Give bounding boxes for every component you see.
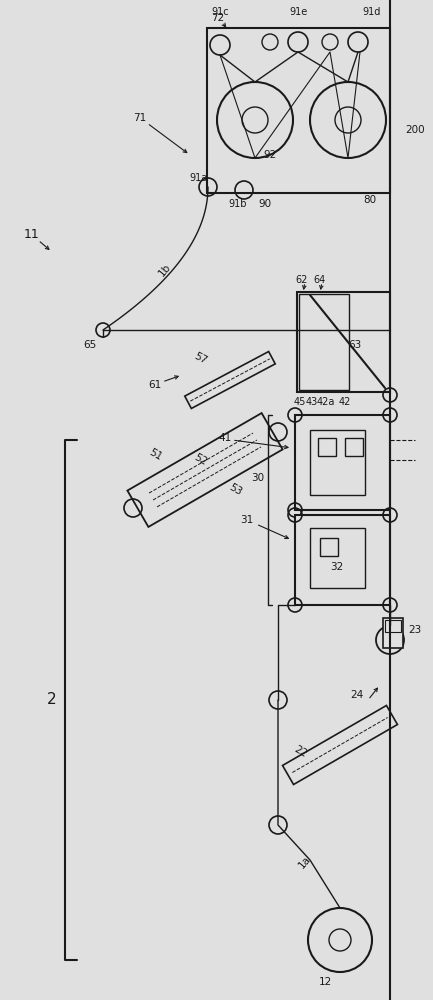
Bar bbox=[207, 28, 390, 193]
Text: 91e: 91e bbox=[289, 7, 307, 17]
Text: 91d: 91d bbox=[363, 7, 381, 17]
Text: 12: 12 bbox=[318, 977, 332, 987]
Text: 91c: 91c bbox=[211, 7, 229, 17]
Polygon shape bbox=[127, 413, 283, 527]
Bar bbox=[345, 438, 363, 456]
Text: 91b: 91b bbox=[229, 199, 247, 209]
Text: 51: 51 bbox=[147, 447, 163, 463]
Text: 62: 62 bbox=[296, 275, 308, 285]
Text: 61: 61 bbox=[149, 380, 162, 390]
Bar bbox=[295, 515, 390, 605]
Bar bbox=[297, 292, 390, 392]
Text: 71: 71 bbox=[133, 113, 147, 123]
Text: 43: 43 bbox=[306, 397, 318, 407]
Bar bbox=[383, 618, 403, 648]
Bar bbox=[318, 438, 336, 456]
Text: 32: 32 bbox=[330, 562, 344, 572]
Text: 2: 2 bbox=[47, 692, 57, 708]
Bar bbox=[295, 415, 390, 510]
Text: 23: 23 bbox=[408, 625, 422, 635]
Text: 31: 31 bbox=[240, 515, 254, 525]
Text: 65: 65 bbox=[84, 340, 97, 350]
Text: 72: 72 bbox=[211, 13, 225, 23]
Text: 52: 52 bbox=[192, 452, 208, 468]
Text: 53: 53 bbox=[227, 482, 243, 498]
Text: 90: 90 bbox=[259, 199, 271, 209]
Bar bbox=[320, 538, 338, 556]
Text: 45: 45 bbox=[294, 397, 306, 407]
Text: 200: 200 bbox=[405, 125, 425, 135]
Text: 11: 11 bbox=[24, 229, 40, 241]
Bar bbox=[310, 528, 365, 588]
Text: 30: 30 bbox=[252, 473, 265, 483]
Text: 42: 42 bbox=[339, 397, 351, 407]
Polygon shape bbox=[283, 705, 397, 785]
Text: 64: 64 bbox=[314, 275, 326, 285]
Text: 41: 41 bbox=[218, 433, 232, 443]
Text: 1b: 1b bbox=[157, 262, 173, 278]
Polygon shape bbox=[185, 352, 275, 408]
Text: 92: 92 bbox=[263, 150, 277, 160]
Text: 22: 22 bbox=[292, 744, 308, 760]
Bar bbox=[385, 620, 401, 632]
Text: 91a: 91a bbox=[189, 173, 207, 183]
Text: 24: 24 bbox=[350, 690, 364, 700]
Bar bbox=[299, 294, 349, 390]
Text: 42a: 42a bbox=[317, 397, 335, 407]
Text: 57: 57 bbox=[192, 350, 208, 366]
Text: 80: 80 bbox=[363, 195, 377, 205]
Text: 63: 63 bbox=[349, 340, 362, 350]
Text: 1a: 1a bbox=[297, 854, 313, 870]
Bar bbox=[310, 430, 365, 495]
